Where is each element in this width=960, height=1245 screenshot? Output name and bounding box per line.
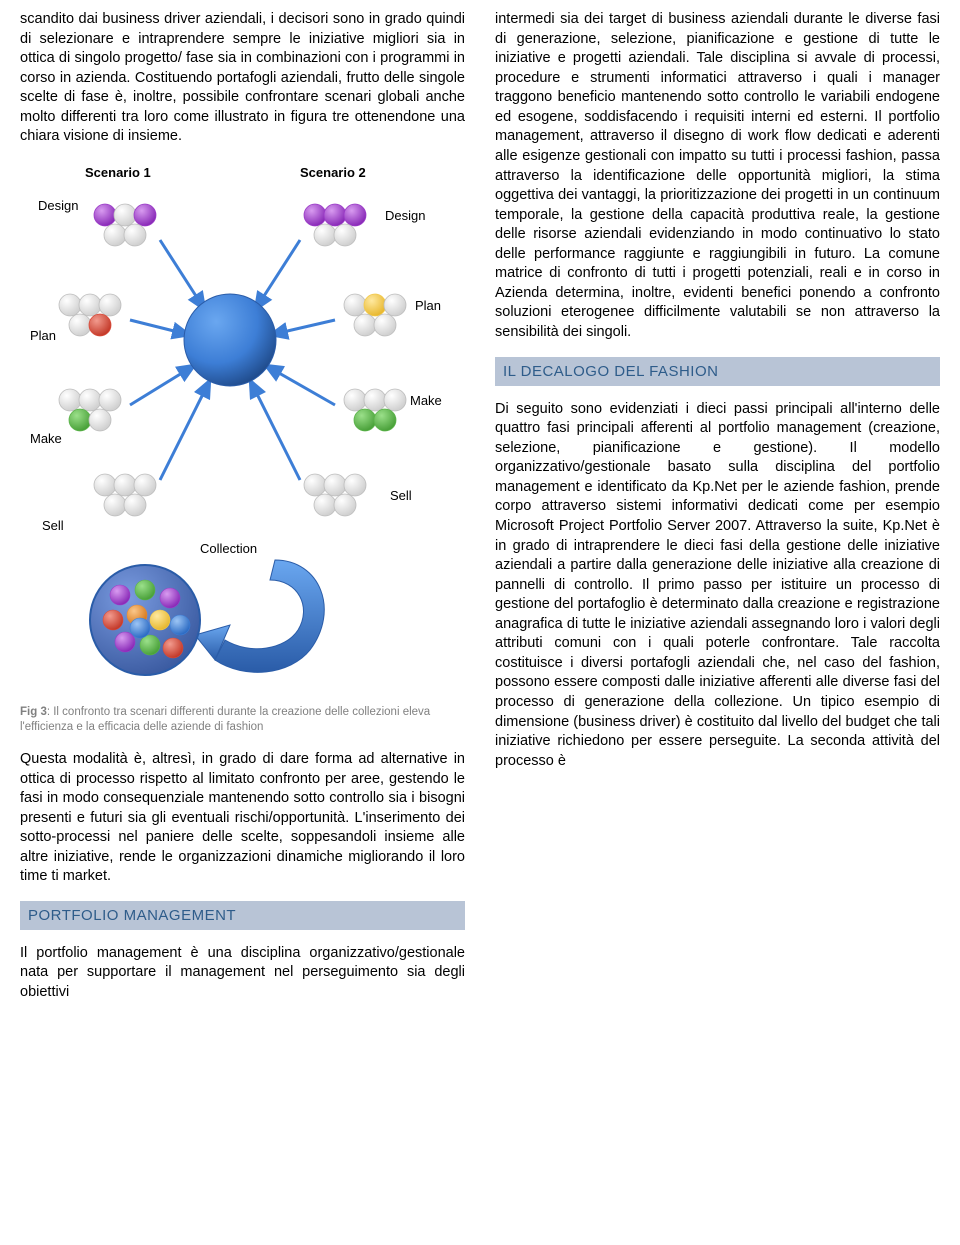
svg-text:Make: Make	[30, 431, 62, 446]
svg-text:Sell: Sell	[42, 518, 64, 533]
svg-text:Design: Design	[38, 198, 78, 213]
svg-text:Design: Design	[385, 208, 425, 223]
svg-text:Scenario 2: Scenario 2	[300, 165, 366, 180]
svg-text:Collection: Collection	[200, 541, 257, 556]
figure-3-caption: Fig 3: Il confronto tra scenari differen…	[20, 705, 465, 736]
figure-3-svg: Scenario 1 Scenario 2 Design Design Plan Plan…	[20, 165, 460, 695]
section-header-decalogo: IL DECALOGO DEL FASHION	[495, 357, 940, 386]
caption-bold: Fig 3	[20, 706, 47, 718]
left-para-2: Questa modalità è, altresì, in grado di …	[20, 750, 465, 887]
svg-text:Make: Make	[410, 393, 442, 408]
left-para-1: scandito dai business driver aziendali, …	[20, 10, 465, 147]
right-para-2: Di seguito sono evidenziati i dieci pass…	[495, 400, 940, 772]
section-header-portfolio: PORTFOLIO MANAGEMENT	[20, 901, 465, 930]
left-para-3: Il portfolio management è una disciplina…	[20, 944, 465, 1003]
right-column: intermedi sia dei target di business azi…	[495, 10, 940, 1017]
two-column-layout: scandito dai business driver aziendali, …	[20, 10, 940, 1017]
svg-text:Scenario 1: Scenario 1	[85, 165, 151, 180]
figure-3: Scenario 1 Scenario 2 Design Design Plan Plan…	[20, 165, 465, 695]
svg-text:Plan: Plan	[30, 328, 56, 343]
caption-rest: : Il confronto tra scenari differenti du…	[20, 706, 430, 734]
left-column: scandito dai business driver aziendali, …	[20, 10, 465, 1017]
svg-text:Plan: Plan	[415, 298, 441, 313]
svg-text:Sell: Sell	[390, 488, 412, 503]
right-para-1: intermedi sia dei target di business azi…	[495, 10, 940, 343]
